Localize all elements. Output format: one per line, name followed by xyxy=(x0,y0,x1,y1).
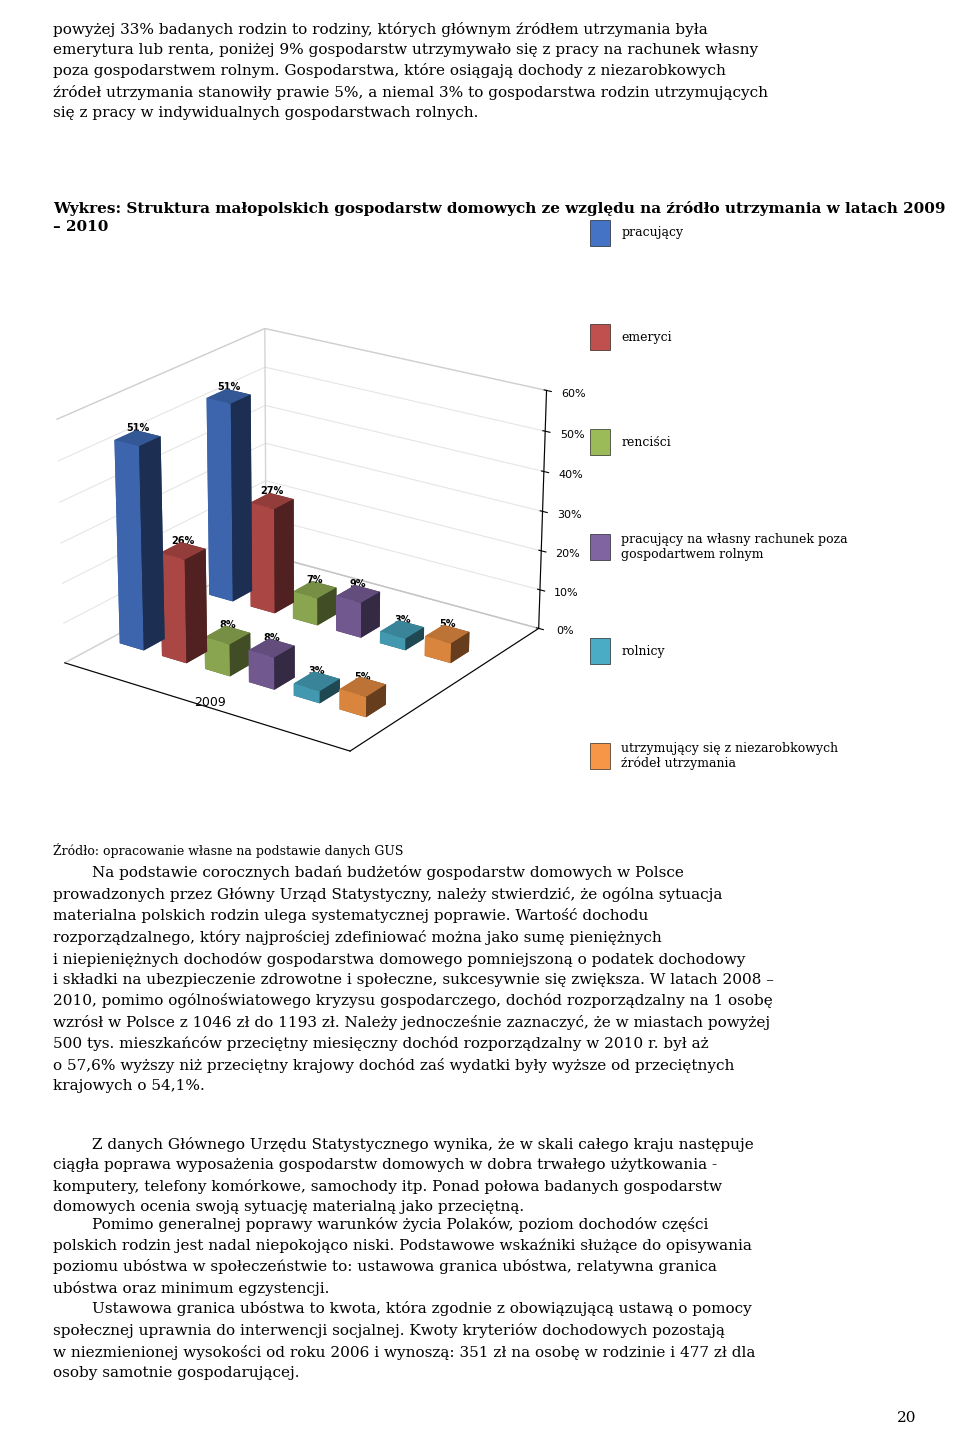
Text: rolnicy: rolnicy xyxy=(621,646,664,657)
Text: 20: 20 xyxy=(898,1410,917,1425)
Text: emeryci: emeryci xyxy=(621,332,672,343)
Text: Na podstawie corocznych badań budżetów gospodarstw domowych w Polsce
prowadzonyc: Na podstawie corocznych badań budżetów g… xyxy=(53,865,774,1093)
Text: Pomimo generalnej poprawy warunków życia Polaków, poziom dochodów części
polskic: Pomimo generalnej poprawy warunków życia… xyxy=(53,1217,752,1296)
Text: Z danych Głównego Urzędu Statystycznego wynika, że w skali całego kraju następuj: Z danych Głównego Urzędu Statystycznego … xyxy=(53,1137,754,1214)
Text: Źródło: opracowanie własne na podstawie danych GUS: Źródło: opracowanie własne na podstawie … xyxy=(53,843,403,858)
Text: powyżej 33% badanych rodzin to rodziny, których głównym źródłem utrzymania była
: powyżej 33% badanych rodzin to rodziny, … xyxy=(53,22,768,121)
Text: pracujący: pracujący xyxy=(621,227,684,238)
Text: renciści: renciści xyxy=(621,436,671,448)
Text: Ustawowa granica ubóstwa to kwota, która zgodnie z obowiązującą ustawą o pomocy
: Ustawowa granica ubóstwa to kwota, która… xyxy=(53,1301,756,1380)
Text: utrzymujący się z niezarobkowych
źródeł utrzymania: utrzymujący się z niezarobkowych źródeł … xyxy=(621,742,838,771)
Text: pracujący na własny rachunek poza
gospodartwem rolnym: pracujący na własny rachunek poza gospod… xyxy=(621,532,848,561)
Text: Wykres: Struktura małopolskich gospodarstw domowych ze względu na źródło utrzyma: Wykres: Struktura małopolskich gospodars… xyxy=(53,201,946,234)
